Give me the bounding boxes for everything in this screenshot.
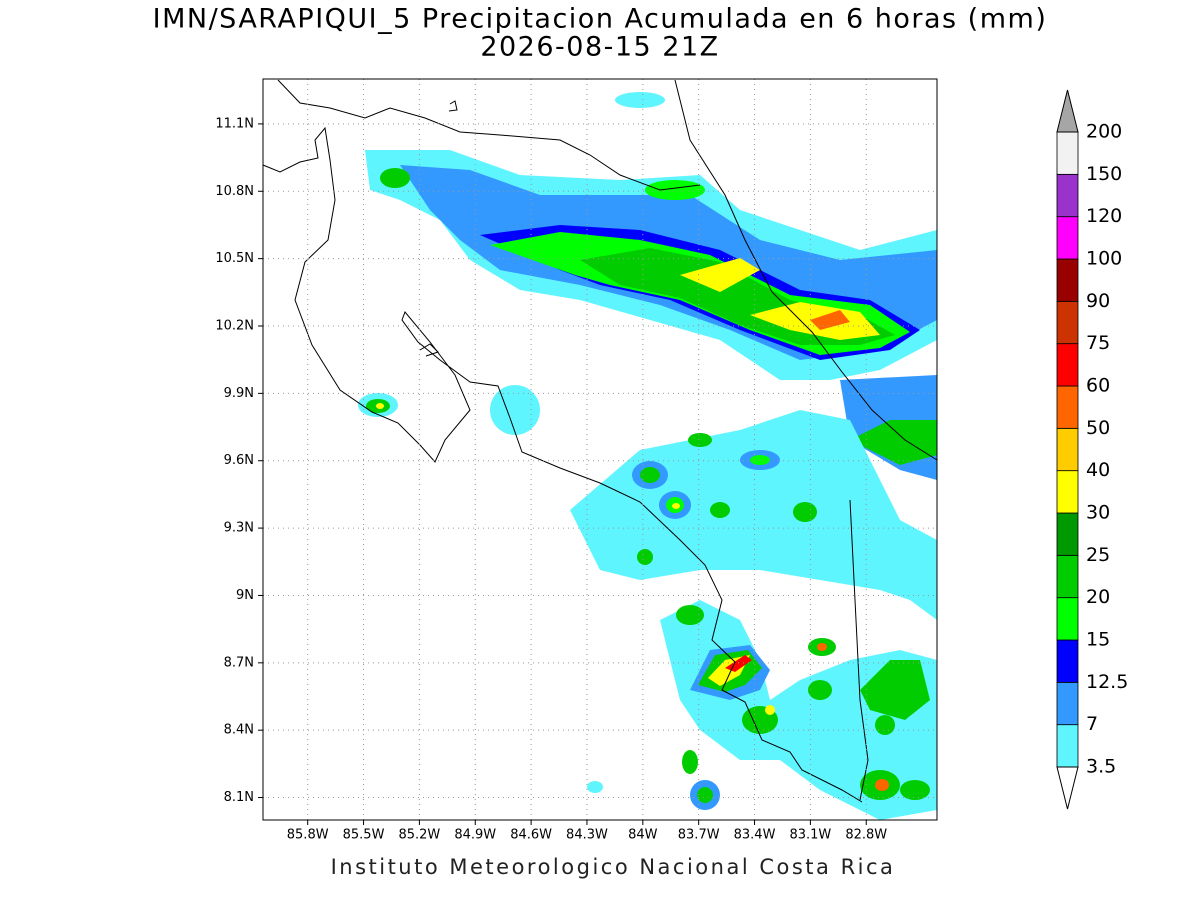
colorbar-segment [1056,639,1079,683]
colorbar-label: 7 [1086,713,1098,735]
colorbar-segment [1056,512,1079,556]
x-tick-label: 83.1W [789,828,831,843]
colorbar-label: 60 [1086,375,1110,397]
x-tick-label: 84W [628,828,658,843]
y-tick-label: 9.6N [224,453,254,468]
colorbar-segment [1056,131,1079,175]
colorbar-segment [1056,343,1079,387]
colorbar-label: 40 [1086,459,1110,481]
colorbar-segment [1056,724,1079,768]
precipitation-field [358,92,937,820]
coastlines [262,79,938,803]
colorbar-label: 20 [1086,586,1110,608]
x-tick-label: 84.6W [510,828,552,843]
colorbar-label: 150 [1086,163,1122,185]
colorbar-label: 12.5 [1086,671,1128,693]
x-tick-label: 84.3W [566,828,608,843]
x-tick-label: 85.2W [398,828,440,843]
colorbar-segment [1056,681,1079,726]
colorbar-segment [1056,385,1079,429]
y-tick-label: 8.4N [224,723,254,738]
colorbar-label: 200 [1086,121,1122,143]
y-tick-label: 10.2N [215,319,254,334]
colorbar-label: 15 [1086,629,1110,651]
y-tick-label: 8.1N [224,790,254,805]
x-tick-label: 83.4W [734,828,776,843]
title: IMN/SARAPIQUI_5 Precipitacion Acumulada … [153,4,1048,35]
colorbar-segment [1056,300,1079,345]
colorbar-label: 120 [1086,205,1122,227]
y-tick-label: 10.8N [215,184,254,199]
colorbar: 3.5 7 12.5 15 20 25 30 40 50 60 75 90 100 120 150 200 [1056,89,1128,810]
footer: Instituto Meteorologico Nacional Costa R… [331,855,896,879]
axes: 85.8W 85.5W 85.2W 84.9W 84.6W 84.3W 84W 83.7W 83… [215,79,937,843]
colorbar-segment [1056,258,1079,302]
y-tick-label: 9N [236,588,254,603]
x-tick-label: 84.9W [454,828,496,843]
y-tick-label: 10.5N [215,251,254,266]
y-tick-label: 9.9N [224,386,254,401]
y-tick-label: 8.7N [224,655,254,670]
colorbar-label: 3.5 [1086,756,1116,778]
colorbar-segment [1056,173,1079,218]
colorbar-segment [1056,216,1079,260]
colorbar-under [1056,766,1079,810]
colorbar-segment [1056,470,1079,514]
map-frame [262,78,938,821]
colorbar-segment [1056,427,1079,472]
rain-band [365,92,937,480]
x-tick-label: 82.8W [845,828,887,843]
colorbar-label: 75 [1086,332,1110,354]
colorbar-label: 25 [1086,544,1110,566]
subtitle: 2026-08-15 21Z [480,32,719,63]
colorbar-segment [1056,554,1079,599]
y-tick-label: 9.3N [224,521,254,536]
colorbar-label: 50 [1086,417,1110,439]
x-tick-label: 85.8W [287,828,329,843]
rain-cells [358,385,937,820]
colorbar-label: 100 [1086,248,1122,270]
colorbar-over [1056,89,1079,133]
y-tick-label: 11.1N [215,116,254,131]
colorbar-label: 90 [1086,290,1110,312]
colorbar-label: 30 [1086,502,1110,524]
x-tick-label: 83.7W [678,828,720,843]
x-tick-label: 85.5W [343,828,385,843]
colorbar-segment [1056,597,1079,641]
